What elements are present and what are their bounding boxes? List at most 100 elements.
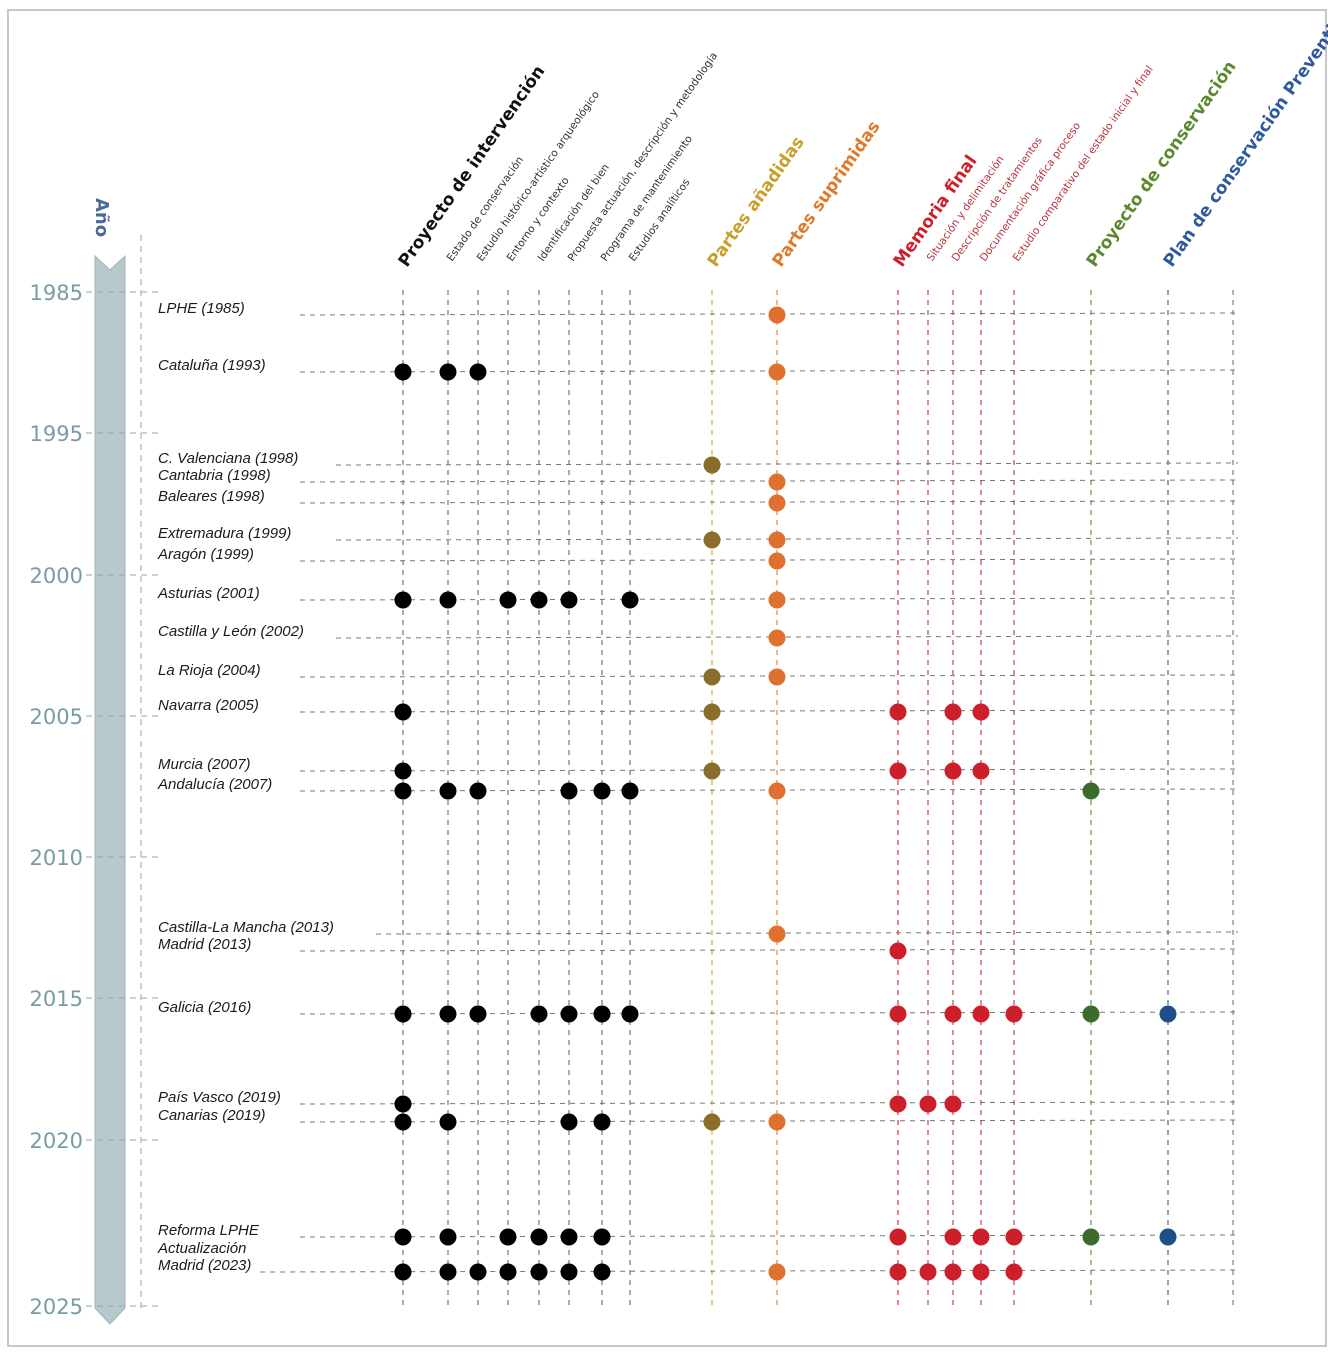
year-tick-label: 2020	[30, 1129, 83, 1153]
dot-pm	[593, 1005, 611, 1023]
dot-psu	[768, 1263, 786, 1281]
dot-dt	[944, 1095, 962, 1113]
dot-pa	[560, 1263, 578, 1281]
row-line	[299, 1101, 1239, 1105]
year-tick-label: 2000	[30, 564, 83, 588]
dot-ec	[439, 1228, 457, 1246]
dot-dg	[972, 762, 990, 780]
row-line	[299, 709, 1239, 713]
row-label: Navarra (2005)	[158, 697, 259, 714]
row-line	[299, 1011, 1239, 1015]
dot-ece	[1005, 1263, 1023, 1281]
dot-psu	[768, 363, 786, 381]
dot-psu	[768, 925, 786, 943]
dot-eh	[469, 1263, 487, 1281]
dot-pan	[703, 531, 721, 549]
dot-pa	[560, 591, 578, 609]
dot-pi	[394, 1005, 412, 1023]
dot-ec	[439, 1113, 457, 1131]
dot-pan	[703, 703, 721, 721]
dot-pa	[560, 1005, 578, 1023]
dot-psu	[768, 1113, 786, 1131]
row-line	[299, 558, 1239, 562]
dot-pm	[593, 782, 611, 800]
row-label: Cataluña (1993)	[158, 357, 266, 374]
dot-eh	[469, 782, 487, 800]
row-line	[299, 500, 1239, 504]
row-label: Castilla-La Mancha (2013)	[158, 919, 334, 936]
row-label: Galicia (2016)	[158, 999, 251, 1016]
dot-psu	[768, 306, 786, 324]
year-tick-label: 1985	[30, 281, 83, 305]
dot-pi	[394, 363, 412, 381]
dot-mf	[889, 703, 907, 721]
axis-title: Año	[91, 198, 112, 237]
dot-psu	[768, 552, 786, 570]
dot-ib	[530, 1228, 548, 1246]
row-label: Asturias (2001)	[157, 585, 260, 602]
row-label: Castilla y León (2002)	[158, 623, 304, 640]
row-label: Baleares (1998)	[158, 488, 265, 505]
row-label: Extremadura (1999)	[158, 525, 291, 542]
dot-en	[499, 591, 517, 609]
row-label: Andalucía (2007)	[157, 776, 272, 793]
dot-dg	[972, 703, 990, 721]
dot-psu	[768, 531, 786, 549]
dot-pa	[560, 782, 578, 800]
dot-dg	[972, 1228, 990, 1246]
row-label: Aragón (1999)	[157, 546, 254, 563]
dot-dg	[972, 1005, 990, 1023]
row-label: Madrid (2023)	[158, 1257, 251, 1274]
row-label: C. Valenciana (1998)	[158, 450, 298, 467]
year-tick-label: 2025	[30, 1295, 83, 1319]
timeline-arrow-shape	[94, 254, 126, 1325]
row-line	[335, 462, 1239, 466]
dot-en	[499, 1263, 517, 1281]
row-label: Canarias (2019)	[158, 1107, 266, 1124]
dot-pi	[394, 703, 412, 721]
row-line	[299, 597, 1239, 601]
dot-psu	[768, 668, 786, 686]
dot-pan	[703, 762, 721, 780]
row-label: Cantabria (1998)	[158, 467, 271, 484]
row-label: Reforma LPHE	[158, 1222, 260, 1239]
dot-psu	[768, 473, 786, 491]
dot-ece	[1005, 1005, 1023, 1023]
dot-ea	[621, 782, 639, 800]
row-line	[299, 674, 1239, 678]
dot-pa	[560, 1228, 578, 1246]
dot-ec	[439, 363, 457, 381]
row-line	[299, 1234, 1239, 1238]
dot-pan	[703, 456, 721, 474]
year-tick-label: 1995	[30, 422, 83, 446]
dot-mf	[889, 1005, 907, 1023]
row-line	[299, 369, 1239, 373]
dot-mf	[889, 1095, 907, 1113]
dot-pc	[1082, 782, 1100, 800]
dot-pi	[394, 762, 412, 780]
dot-ece	[1005, 1228, 1023, 1246]
row-label: País Vasco (2019)	[158, 1089, 281, 1106]
dot-pcp	[1159, 1005, 1177, 1023]
dot-pan	[703, 668, 721, 686]
dot-ec	[439, 591, 457, 609]
dot-ib	[530, 1263, 548, 1281]
dot-pi	[394, 1263, 412, 1281]
dot-pc	[1082, 1228, 1100, 1246]
dot-ib	[530, 1005, 548, 1023]
dot-dt	[944, 762, 962, 780]
row-label: Murcia (2007)	[158, 756, 251, 773]
row-line	[335, 635, 1239, 639]
row-line	[299, 312, 1239, 316]
dot-pcp	[1159, 1228, 1177, 1246]
dot-ea	[621, 591, 639, 609]
dot-mf	[889, 1228, 907, 1246]
year-tick-label: 2015	[30, 987, 83, 1011]
dot-eh	[469, 1005, 487, 1023]
dot-pc	[1082, 1005, 1100, 1023]
dot-dt	[944, 1263, 962, 1281]
dot-en	[499, 1228, 517, 1246]
dot-ea	[621, 1005, 639, 1023]
